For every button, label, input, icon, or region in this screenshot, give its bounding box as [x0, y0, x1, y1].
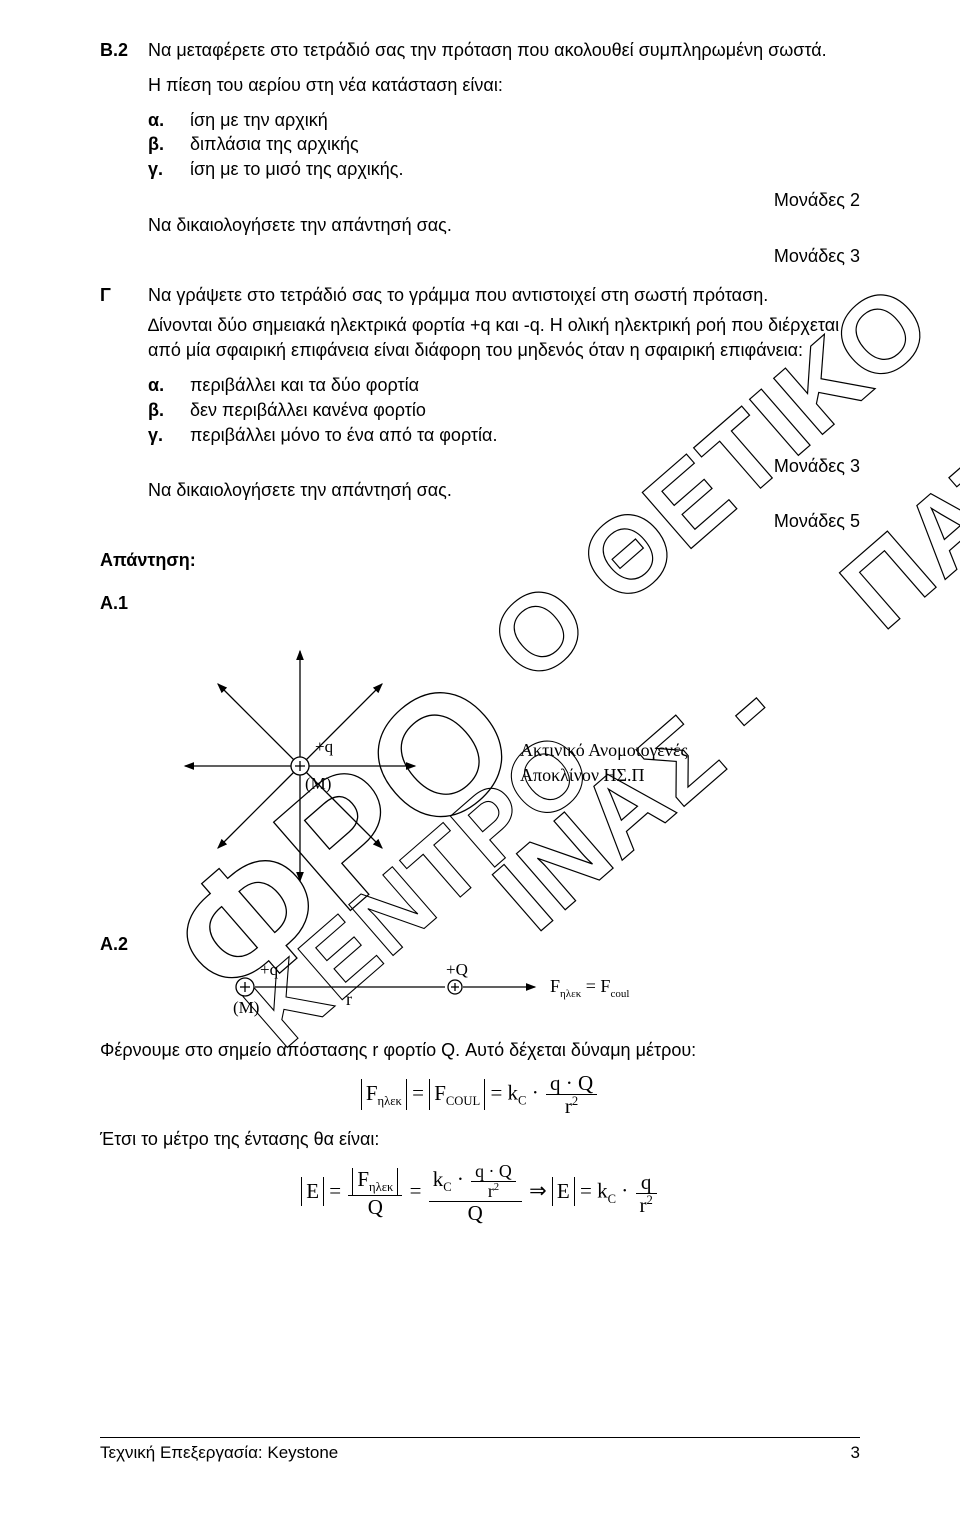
footer-right: 3	[851, 1441, 860, 1464]
g-points1: Μονάδες 3	[100, 454, 860, 479]
svg-text:r: r	[346, 989, 352, 1009]
svg-text:(Μ): (Μ)	[233, 998, 259, 1017]
b2-b-label: β.	[148, 132, 190, 157]
svg-text:Αποκλίνον ΗΣ.Π: Αποκλίνον ΗΣ.Π	[520, 765, 644, 785]
b2-c-label: γ.	[148, 157, 190, 182]
a1-diagram: +q (Μ) Ακτινικό Ανομοιογενές Αποκλίνον Η…	[100, 626, 860, 906]
b2-b: διπλάσια της αρχικής	[190, 132, 359, 157]
b2-points1: Μονάδες 2	[100, 188, 860, 213]
b2-a: ίση με την αρχική	[190, 108, 328, 133]
footer-left: Τεχνική Επεξεργασία: Keystone	[100, 1441, 338, 1464]
svg-text:+q: +q	[260, 960, 279, 979]
g-a-label: α.	[148, 373, 190, 398]
b2-justify: Να δικαιολογήσετε την απάντησή σας.	[148, 213, 860, 238]
b2-a-label: α.	[148, 108, 190, 133]
g-a: περιβάλλει και τα δύο φορτία	[190, 373, 419, 398]
svg-text:(Μ): (Μ)	[305, 774, 331, 793]
svg-text:Fηλεκ = Fcoul: Fηλεκ = Fcoul	[550, 976, 629, 1000]
section-b2-label: Β.2	[100, 38, 148, 63]
answer-label: Απάντηση:	[100, 548, 860, 573]
a1-label: Α.1	[100, 591, 860, 616]
b2-line2: Η πίεση του αερίου στη νέα κατάσταση είν…	[148, 73, 860, 98]
g-b-label: β.	[148, 398, 190, 423]
footer: Τεχνική Επεξεργασία: Keystone 3	[100, 1437, 860, 1464]
svg-text:Ακτινικό Ανομοιογενές: Ακτινικό Ανομοιογενές	[520, 740, 688, 760]
section-b2-text: Να μεταφέρετε στο τετράδιό σας την πρότα…	[148, 38, 860, 63]
g-points2: Μονάδες 5	[100, 509, 860, 534]
section-g-line2: ∆ίνονται δύο σημειακά ηλεκτρικά φορτία +…	[148, 313, 860, 363]
a2-line1: Φέρνουμε στο σημείο απόστασης r φορτίο Q…	[100, 1038, 860, 1063]
svg-text:+Q: +Q	[446, 960, 468, 979]
g-justify: Να δικαιολογήσετε την απάντησή σας.	[148, 478, 860, 503]
section-g-label: Γ	[100, 283, 148, 308]
g-c: περιβάλλει μόνο το ένα από τα φορτία.	[190, 423, 497, 448]
a2-label: Α.2	[100, 932, 860, 957]
a2-line2: Έτσι το μέτρο της έντασης θα είναι:	[100, 1127, 860, 1152]
g-b: δεν περιβάλλει κανένα φορτίο	[190, 398, 426, 423]
section-g-line1: Να γράψετε στο τετράδιό σας το γράμμα πο…	[148, 283, 860, 308]
a2-diagram: +q (Μ) r +Q Fηλεκ = Fcoul	[100, 957, 860, 1032]
section-b2: Β.2 Να μεταφέρετε στο τετράδιό σας την π…	[100, 38, 860, 63]
b2-points2: Μονάδες 3	[100, 244, 860, 269]
section-g: Γ Να γράψετε στο τετράδιό σας το γράμμα …	[100, 283, 860, 308]
eq1: Fηλεκ = FCOUL = kC · q · Qr2	[100, 1072, 860, 1117]
eq2: E = FηλεκQ = kC · q · Qr2Q ⇒ E = kC · qr…	[100, 1162, 860, 1224]
b2-c: ίση με το μισό της αρχικής.	[190, 157, 403, 182]
g-c-label: γ.	[148, 423, 190, 448]
svg-text:+q: +q	[315, 737, 334, 756]
